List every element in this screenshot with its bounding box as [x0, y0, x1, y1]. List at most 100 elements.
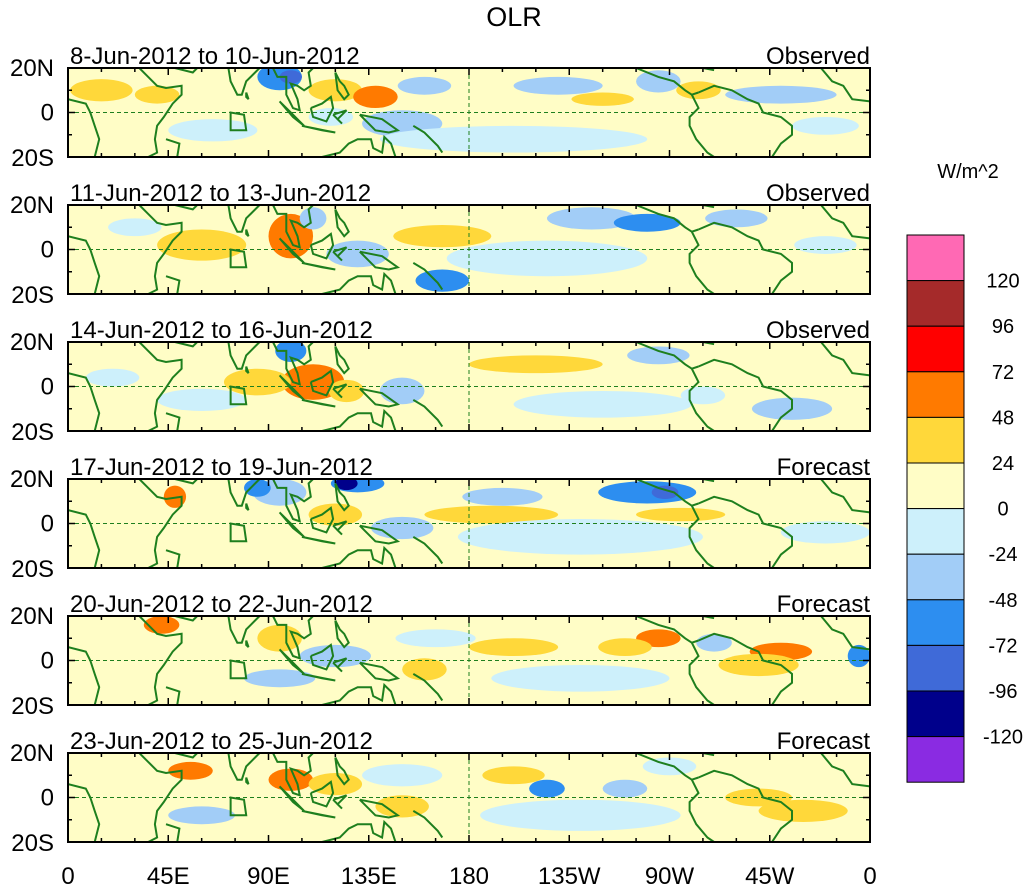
olr-anomaly-contour	[468, 355, 603, 374]
colorbar-swatch	[906, 371, 965, 418]
coastline	[412, 124, 444, 154]
colorbar-level-label: -120	[983, 727, 1023, 749]
olr-anomaly-contour	[469, 638, 559, 657]
latitude-label: 20N	[10, 192, 54, 219]
olr-anomaly-contour	[279, 70, 302, 84]
olr-anomaly-contour	[546, 207, 637, 230]
olr-anomaly-contour	[223, 368, 291, 396]
coastline	[272, 205, 314, 249]
region-box	[229, 796, 248, 817]
colorbar-swatch	[906, 736, 965, 783]
coastline	[165, 275, 181, 294]
latitude-label: 0	[41, 511, 54, 538]
colorbar-swatch	[906, 234, 965, 282]
olr-anomaly-contour	[598, 638, 652, 657]
coastline	[820, 753, 870, 788]
colorbar-swatch	[906, 280, 965, 327]
coastline	[278, 785, 305, 812]
coastline	[332, 246, 348, 262]
coastline	[309, 369, 335, 397]
coastline	[278, 374, 305, 401]
coastline	[332, 383, 348, 399]
coastline	[219, 479, 261, 507]
colorbar-swatch	[906, 508, 965, 555]
longitude-label: 0	[61, 863, 74, 887]
region-box	[229, 522, 248, 543]
olr-anomaly-contour	[395, 629, 476, 648]
map-panel: 20N 0 20S 17-Jun-2012 to 19-Jun-2012 Forecas…	[10, 454, 871, 583]
coastline	[245, 640, 250, 648]
coastline	[174, 479, 198, 485]
olr-anomaly-contour	[651, 485, 679, 500]
coastline	[309, 780, 335, 808]
coastline	[301, 809, 336, 819]
chart-title: OLR	[486, 2, 542, 32]
panel-date-range: 8-Jun-2012 to 10-Jun-2012	[70, 43, 360, 70]
olr-anomaly-contour	[480, 799, 681, 831]
coastline	[68, 646, 101, 705]
coastline	[334, 72, 350, 101]
colorbar-swatch	[906, 416, 965, 464]
colorbar-swatch	[906, 325, 965, 373]
panel-status: Forecast	[777, 728, 871, 755]
olr-anomaly-contour	[794, 236, 857, 254]
coastline	[675, 68, 715, 72]
coastline	[68, 98, 101, 157]
olr-anomaly-contour	[85, 368, 140, 387]
coastline	[278, 237, 305, 264]
coastline	[412, 536, 444, 565]
olr-anomaly-contour	[257, 624, 302, 652]
latitude-label: 20S	[11, 419, 54, 446]
coastline	[278, 511, 305, 538]
olr-anomaly-contour	[680, 386, 726, 405]
coastline	[138, 68, 183, 157]
olr-anomaly-contour	[243, 669, 316, 688]
coastline	[334, 208, 350, 238]
coastline	[359, 250, 401, 271]
coastline	[334, 620, 350, 649]
coastline	[272, 753, 314, 797]
coastline	[675, 479, 715, 483]
coastline	[165, 412, 181, 431]
coastline	[174, 616, 198, 622]
coastline	[245, 366, 250, 374]
coastline	[688, 779, 715, 842]
panel-status: Observed	[766, 43, 870, 70]
coastline	[309, 232, 335, 260]
coastline	[635, 479, 699, 507]
colorbar-level-label: -96	[989, 681, 1018, 703]
olr-anomaly-contour	[402, 658, 447, 681]
olr-anomaly-contour	[627, 346, 690, 365]
region-box	[229, 111, 248, 132]
longitude-label: 90E	[247, 863, 290, 887]
coastline	[675, 616, 715, 620]
coastline	[321, 408, 397, 431]
latitude-label: 0	[41, 237, 54, 264]
coastline	[219, 616, 261, 644]
coastline	[301, 398, 336, 408]
olr-anomaly-contour	[482, 766, 545, 785]
map-panel: 20N 0 20S 11-Jun-2012 to 13-Jun-2012 Observe…	[10, 180, 871, 309]
colorbar-units: W/m^2	[937, 161, 999, 183]
coastline	[138, 753, 183, 842]
coastline	[332, 794, 348, 810]
longitude-label: 180	[449, 863, 489, 887]
coastline	[309, 506, 335, 534]
colorbar-level-label: -72	[989, 635, 1018, 657]
panel-date-range: 20-Jun-2012 to 22-Jun-2012	[70, 591, 373, 618]
colorbar-level-label: 96	[992, 316, 1014, 338]
coastline	[635, 68, 699, 96]
olr-anomaly-contour	[168, 806, 236, 825]
olr-anomaly-contour	[308, 503, 363, 526]
olr-anomaly-contour	[636, 70, 681, 93]
coastline	[174, 68, 198, 74]
coastline	[688, 642, 715, 705]
olr-anomaly-contour	[70, 79, 133, 102]
coastline	[301, 124, 336, 134]
latitude-label: 20S	[11, 693, 54, 720]
olr-anomaly-contour	[613, 213, 681, 232]
coastline	[68, 372, 101, 431]
coastline	[219, 753, 261, 781]
olr-anomaly-contour	[598, 481, 697, 504]
olr-anomaly-contour	[602, 779, 648, 798]
